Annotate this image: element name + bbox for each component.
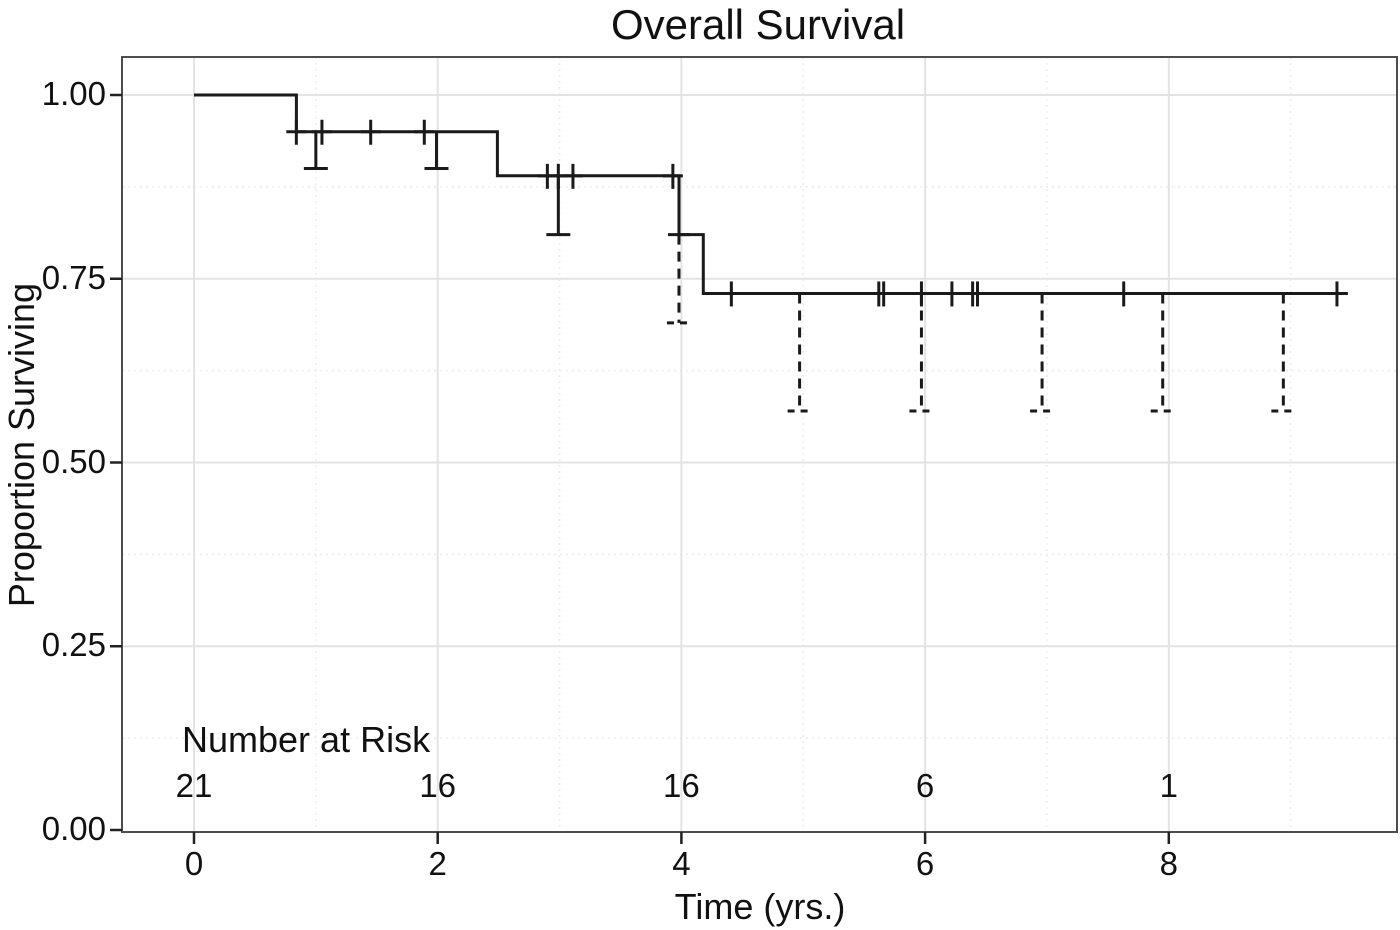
panel-border (121, 56, 1398, 833)
x-tick-label: 0 (184, 845, 204, 882)
at-risk-count: 1 (1159, 767, 1178, 804)
at-risk-count: 16 (663, 767, 700, 804)
x-tick-label: 6 (915, 845, 935, 882)
at-risk-count: 21 (175, 767, 213, 804)
y-tick-label: 1.00 (41, 75, 106, 112)
km-step-curve (194, 93, 1348, 295)
at-risk-count: 16 (419, 767, 457, 804)
x-tick-label: 2 (428, 845, 447, 882)
y-tick-label: 0.50 (41, 442, 106, 480)
y-tick-label: 0.25 (41, 626, 106, 664)
number-at-risk-header: Number at Risk (182, 719, 431, 760)
y-tick-label: 0.00 (41, 810, 106, 847)
x-tick-label: 4 (672, 845, 691, 882)
chart-title: Overall Survival (610, 1, 906, 48)
at-risk-count: 6 (915, 767, 935, 804)
x-axis-title: Time (yrs.) (674, 886, 846, 927)
x-tick-label: 8 (1159, 845, 1178, 882)
y-tick-label: 0.75 (41, 258, 106, 296)
